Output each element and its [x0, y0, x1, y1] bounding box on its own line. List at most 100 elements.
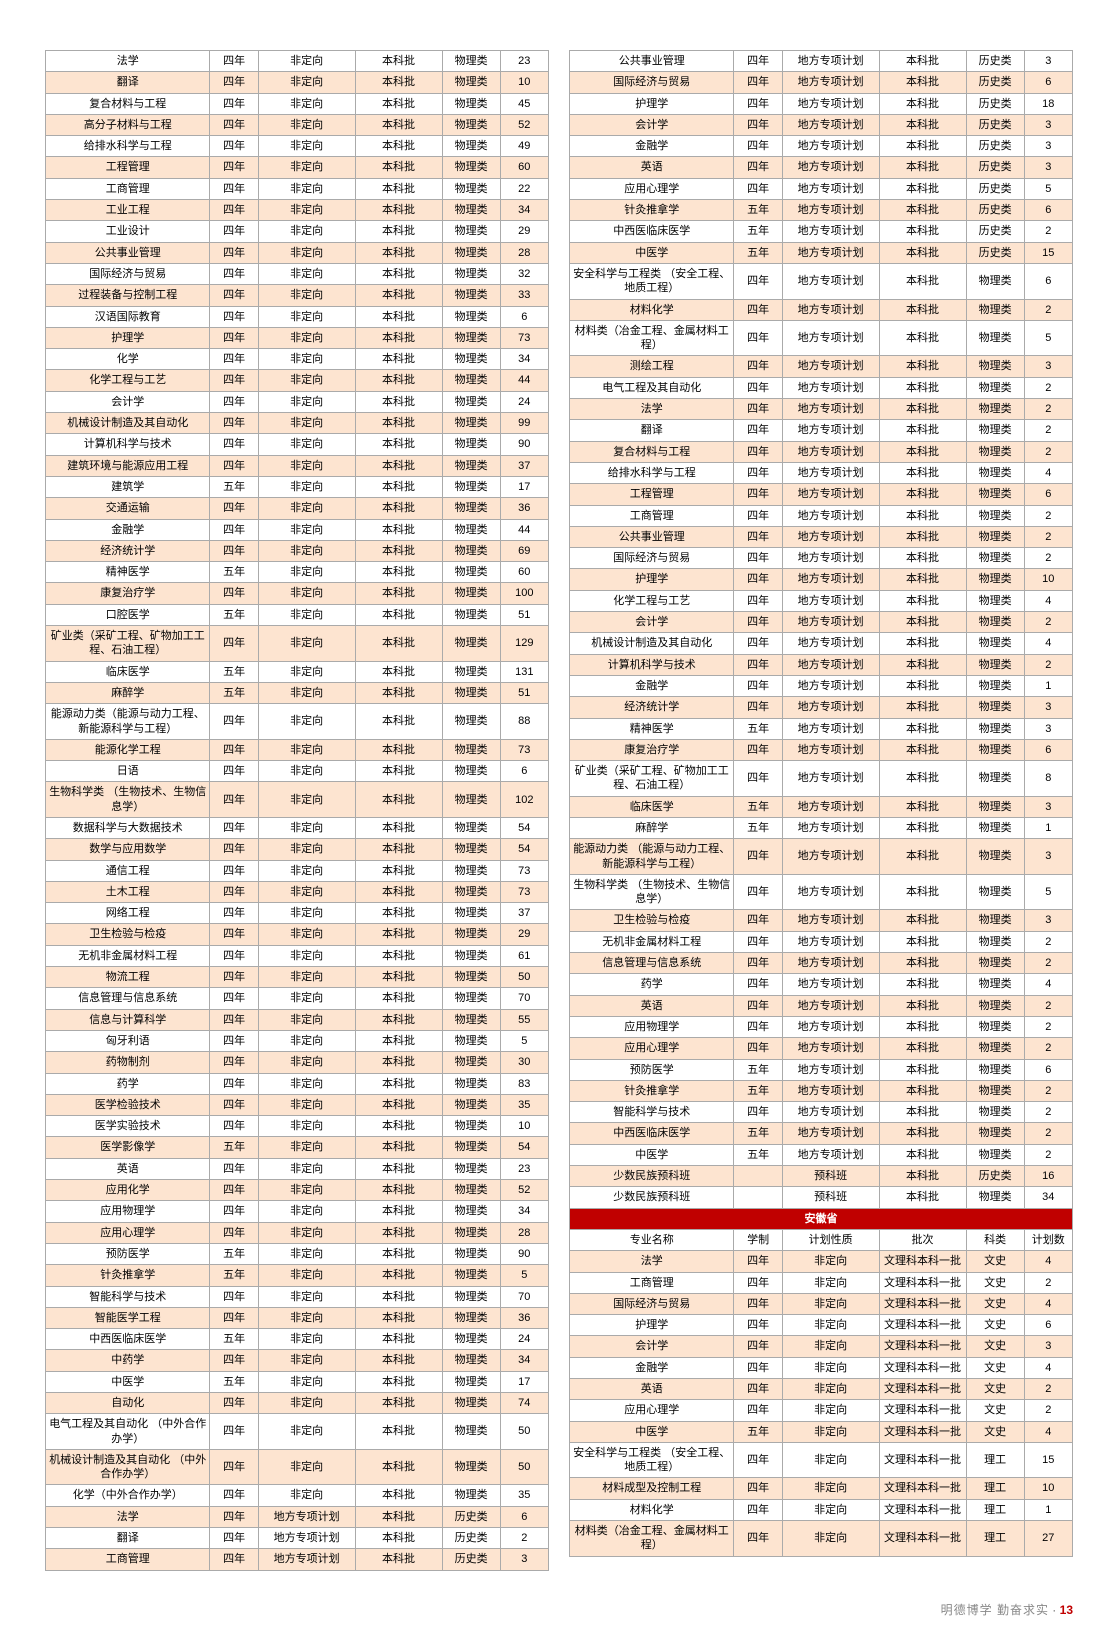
table-cell: 34 — [1024, 1187, 1072, 1208]
table-cell: 非定向 — [258, 704, 355, 740]
table-cell: 2 — [1024, 931, 1072, 952]
table-cell: 四年 — [734, 974, 782, 995]
table-row: 会计学四年地方专项计划本科批物理类2 — [570, 612, 1073, 633]
table-cell: 本科批 — [879, 697, 966, 718]
table-cell: 历史类 — [966, 93, 1024, 114]
table-cell: 2 — [500, 1528, 548, 1549]
table-row: 少数民族预科班预科班本科批历史类16 — [570, 1166, 1073, 1187]
table-cell: 四年 — [210, 93, 258, 114]
table-row: 应用化学四年非定向本科批物理类52 — [46, 1180, 549, 1201]
table-cell: 非定向 — [258, 1449, 355, 1485]
table-cell: 本科批 — [879, 590, 966, 611]
table-cell: 日语 — [46, 761, 210, 782]
table-row: 医学检验技术四年非定向本科批物理类35 — [46, 1094, 549, 1115]
table-cell: 无机非金属材料工程 — [570, 931, 734, 952]
table-cell: 国际经济与贸易 — [570, 72, 734, 93]
table-cell: 经济统计学 — [46, 540, 210, 561]
table-cell: 本科批 — [879, 633, 966, 654]
table-cell: 地方专项计划 — [782, 1144, 879, 1165]
table-cell: 3 — [1024, 356, 1072, 377]
table-cell: 地方专项计划 — [258, 1549, 355, 1570]
table-cell: 四年 — [210, 1073, 258, 1094]
table-cell: 2 — [1024, 1080, 1072, 1101]
table-cell: 物理类 — [966, 874, 1024, 910]
table-cell: 精神医学 — [46, 562, 210, 583]
table-cell: 生物科学类 （生物技术、生物信息学） — [46, 782, 210, 818]
table-cell: 物理类 — [442, 434, 500, 455]
table-cell: 四年 — [210, 1286, 258, 1307]
table-cell: 四年 — [210, 881, 258, 902]
table-cell: 中西医临床医学 — [570, 221, 734, 242]
table-cell: 五年 — [210, 1243, 258, 1264]
table-cell: 物理类 — [442, 349, 500, 370]
table-cell: 物理类 — [442, 924, 500, 945]
table-cell: 地方专项计划 — [782, 420, 879, 441]
table-cell: 文理科本科一批 — [879, 1336, 966, 1357]
table-cell — [734, 1166, 782, 1187]
table-cell: 四年 — [734, 1251, 782, 1272]
table-cell: 非定向 — [782, 1357, 879, 1378]
table-cell: 非定向 — [258, 1180, 355, 1201]
table-cell: 地方专项计划 — [782, 1102, 879, 1123]
table-cell: 四年 — [210, 455, 258, 476]
table-row: 针灸推拿学五年地方专项计划本科批历史类6 — [570, 200, 1073, 221]
table-cell: 地方专项计划 — [258, 1528, 355, 1549]
table-row: 法学四年地方专项计划本科批历史类6 — [46, 1506, 549, 1527]
table-cell: 本科批 — [355, 263, 442, 284]
table-row: 智能医学工程四年非定向本科批物理类36 — [46, 1307, 549, 1328]
table-cell: 物理类 — [442, 93, 500, 114]
table-cell: 2 — [1024, 377, 1072, 398]
table-cell: 6 — [1024, 263, 1072, 299]
table-cell: 物理类 — [966, 739, 1024, 760]
table-cell: 10 — [500, 72, 548, 93]
table-row: 复合材料与工程四年非定向本科批物理类45 — [46, 93, 549, 114]
table-cell: 机械设计制造及其自动化 — [46, 413, 210, 434]
table-cell: 四年 — [734, 136, 782, 157]
table-cell: 2 — [1024, 1123, 1072, 1144]
table-cell: 匈牙利语 — [46, 1030, 210, 1051]
table-row: 麻醉学五年地方专项计划本科批物理类1 — [570, 817, 1073, 838]
table-cell: 四年 — [210, 583, 258, 604]
table-cell: 本科批 — [355, 1414, 442, 1450]
table-cell: 非定向 — [782, 1293, 879, 1314]
table-cell: 地方专项计划 — [782, 93, 879, 114]
table-cell: 物理类 — [442, 903, 500, 924]
table-cell: 文史 — [966, 1400, 1024, 1421]
table-cell: 四年 — [210, 540, 258, 561]
table-cell: 非定向 — [258, 1009, 355, 1030]
table-cell: 文史 — [966, 1357, 1024, 1378]
table-cell: 8 — [1024, 761, 1072, 797]
table-cell: 公共事业管理 — [570, 51, 734, 72]
table-cell: 能源动力类（能源与动力工程、新能源科学与工程） — [46, 704, 210, 740]
table-cell: 四年 — [210, 988, 258, 1009]
table-cell: 临床医学 — [46, 661, 210, 682]
table-cell: 材料类（冶金工程、金属材料工程） — [570, 320, 734, 356]
table-row: 材料类（冶金工程、金属材料工程）四年地方专项计划本科批物理类5 — [570, 320, 1073, 356]
table-cell: 四年 — [734, 1521, 782, 1557]
table-cell: 本科批 — [879, 718, 966, 739]
table-cell: 四年 — [734, 441, 782, 462]
table-cell: 5 — [500, 1265, 548, 1286]
table-cell: 物理类 — [966, 1102, 1024, 1123]
table-cell: 文史 — [966, 1336, 1024, 1357]
table-cell: 非定向 — [258, 1094, 355, 1115]
column-header: 学制 — [734, 1229, 782, 1250]
table-cell: 四年 — [210, 72, 258, 93]
table-row: 工业工程四年非定向本科批物理类34 — [46, 200, 549, 221]
table-cell: 四年 — [734, 1400, 782, 1421]
table-cell: 过程装备与控制工程 — [46, 285, 210, 306]
table-row: 材料化学四年地方专项计划本科批物理类2 — [570, 299, 1073, 320]
table-cell: 地方专项计划 — [782, 356, 879, 377]
table-cell: 四年 — [734, 739, 782, 760]
table-cell: 英语 — [570, 1379, 734, 1400]
table-cell: 康复治疗学 — [570, 739, 734, 760]
table-cell: 四年 — [210, 136, 258, 157]
table-row: 矿业类（采矿工程、矿物加工工程、石油工程）四年地方专项计划本科批物理类8 — [570, 761, 1073, 797]
table-cell: 给排水科学与工程 — [570, 462, 734, 483]
table-cell: 本科批 — [879, 136, 966, 157]
table-cell: 物理类 — [442, 562, 500, 583]
table-cell: 历史类 — [442, 1528, 500, 1549]
table-cell: 交通运输 — [46, 498, 210, 519]
table-cell: 61 — [500, 945, 548, 966]
table-cell: 物理类 — [442, 1485, 500, 1506]
